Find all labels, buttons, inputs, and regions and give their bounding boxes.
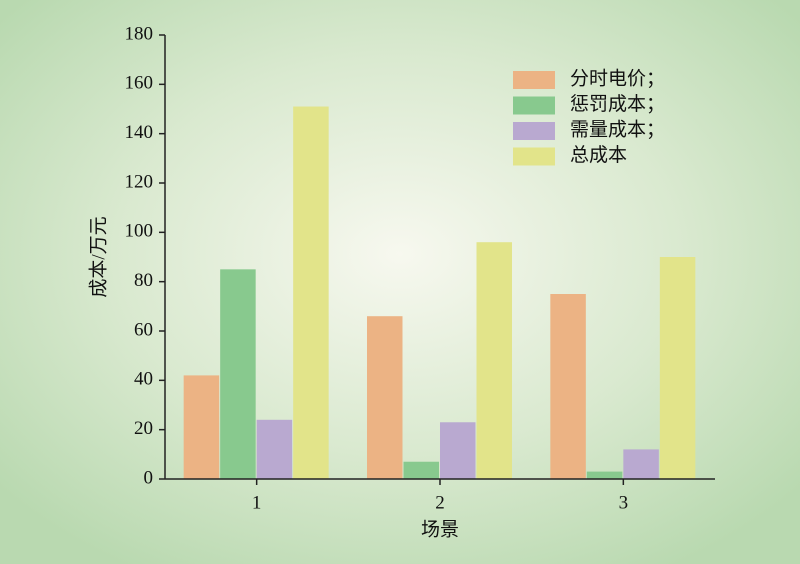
bar <box>659 257 696 479</box>
bar <box>586 471 623 479</box>
legend-label: 惩罚成本； <box>570 93 665 115</box>
legend-label: 需量成本； <box>570 118 665 140</box>
legend-swatch <box>513 96 555 115</box>
bar <box>550 294 586 479</box>
y-tick-label: 40 <box>134 369 153 390</box>
y-tick-label: 80 <box>134 270 153 291</box>
y-tick-label: 140 <box>125 122 154 143</box>
bar <box>623 449 659 479</box>
y-tick-label: 100 <box>125 221 154 242</box>
legend-label: 总成本 <box>570 144 627 166</box>
legend-swatch <box>513 147 555 166</box>
y-tick-label: 180 <box>125 23 154 44</box>
bar <box>476 242 512 479</box>
bar <box>440 422 476 479</box>
y-tick-label: 120 <box>125 171 154 192</box>
x-tick-label: 2 <box>435 492 445 513</box>
legend-swatch <box>513 122 555 140</box>
y-tick-label: 0 <box>144 467 154 488</box>
y-tick-label: 20 <box>134 418 153 439</box>
bar <box>403 461 439 479</box>
x-axis-label: 场景 <box>421 518 459 540</box>
bar <box>293 106 329 480</box>
y-tick-label: 60 <box>134 319 153 340</box>
legend-swatch <box>513 71 555 89</box>
legend-label: 分时电价； <box>570 67 665 89</box>
y-axis-label: 成本/万元 <box>87 216 109 297</box>
bar <box>220 269 256 479</box>
bar <box>256 419 293 479</box>
bar <box>183 375 220 479</box>
bar <box>367 316 403 479</box>
x-tick-label: 3 <box>619 492 629 513</box>
y-tick-label: 160 <box>125 73 154 94</box>
x-tick-label: 1 <box>252 492 262 513</box>
